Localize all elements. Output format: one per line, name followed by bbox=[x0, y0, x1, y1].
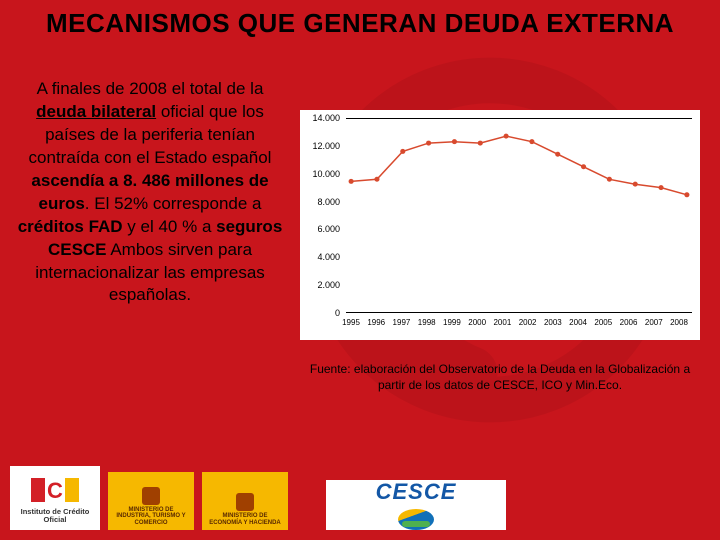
chart-x-axis: 1995199619971998199920002001200220032004… bbox=[346, 316, 692, 334]
ico-letter-c: C bbox=[47, 479, 63, 502]
logo-ministerio-1: MINISTERIO DE INDUSTRIA, TURISMO Y COMER… bbox=[108, 472, 194, 530]
logo-ico: C Instituto de Crédito Oficial bbox=[10, 466, 100, 530]
x-tick: 2000 bbox=[468, 318, 486, 327]
logo-row: C Instituto de Crédito Oficial MINISTERI… bbox=[10, 460, 710, 530]
crest-icon bbox=[236, 493, 254, 511]
x-tick: 2006 bbox=[620, 318, 638, 327]
crest-icon bbox=[142, 487, 160, 505]
logo-ministerio-2: MINISTERIO DE ECONOMÍA Y HACIENDA bbox=[202, 472, 288, 530]
x-tick: 1997 bbox=[393, 318, 411, 327]
chart-y-axis: 02.0004.0006.0008.00010.00012.00014.000 bbox=[304, 118, 344, 313]
y-tick: 8.000 bbox=[317, 197, 340, 207]
chart-plot-area bbox=[346, 118, 692, 313]
y-tick: 2.000 bbox=[317, 280, 340, 290]
min2-text: MINISTERIO DE ECONOMÍA Y HACIENDA bbox=[206, 513, 284, 526]
body-paragraph: A finales de 2008 el total de la deuda b… bbox=[10, 78, 290, 307]
x-tick: 1995 bbox=[342, 318, 360, 327]
y-tick: 0 bbox=[335, 308, 340, 318]
para-seg-3: . El 52% corresponde a bbox=[85, 194, 262, 213]
para-seg-4: y el 40 % a bbox=[123, 217, 217, 236]
x-tick: 1996 bbox=[367, 318, 385, 327]
x-tick: 2007 bbox=[645, 318, 663, 327]
x-tick: 2001 bbox=[493, 318, 511, 327]
ico-bar-yellow bbox=[65, 478, 79, 502]
x-tick: 2005 bbox=[594, 318, 612, 327]
page-title: MECANISMOS QUE GENERAN DEUDA EXTERNA bbox=[0, 8, 720, 39]
x-tick: 2004 bbox=[569, 318, 587, 327]
para-bold-2: créditos FAD bbox=[18, 217, 123, 236]
min1-text: MINISTERIO DE INDUSTRIA, TURISMO Y COMER… bbox=[112, 507, 190, 526]
y-tick: 10.000 bbox=[312, 169, 340, 179]
x-tick: 1999 bbox=[443, 318, 461, 327]
cesce-text: CESCE bbox=[376, 480, 457, 503]
x-tick: 2008 bbox=[670, 318, 688, 327]
ico-bar-red bbox=[31, 478, 45, 502]
y-tick: 6.000 bbox=[317, 224, 340, 234]
x-tick: 2002 bbox=[519, 318, 537, 327]
para-underline: deuda bilateral bbox=[36, 102, 156, 121]
debt-line-chart: 02.0004.0006.0008.00010.00012.00014.000 … bbox=[300, 110, 700, 340]
cesce-globe-icon bbox=[398, 509, 434, 530]
x-tick: 2003 bbox=[544, 318, 562, 327]
chart-line-svg bbox=[346, 118, 692, 313]
ico-caption: Instituto de Crédito Oficial bbox=[10, 508, 100, 524]
ico-mark: C bbox=[31, 478, 79, 502]
logo-cesce: CESCE bbox=[326, 480, 506, 530]
chart-source: Fuente: elaboración del Observatorio de … bbox=[300, 362, 700, 393]
y-tick: 4.000 bbox=[317, 252, 340, 262]
y-tick: 12.000 bbox=[312, 141, 340, 151]
x-tick: 1998 bbox=[418, 318, 436, 327]
para-seg-1: A finales de 2008 el total de la bbox=[37, 79, 264, 98]
y-tick: 14.000 bbox=[312, 113, 340, 123]
